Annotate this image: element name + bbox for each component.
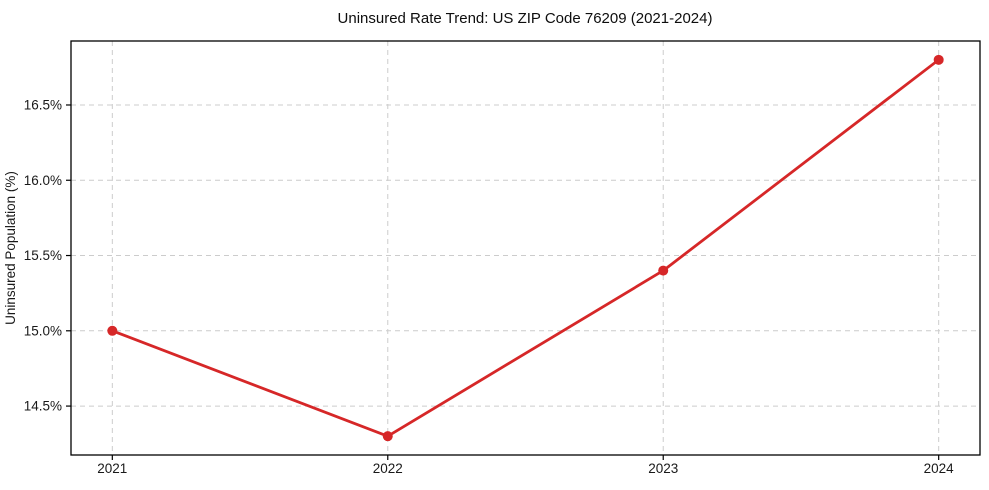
x-tick-label: 2022 (373, 461, 403, 476)
grid-layer (71, 41, 980, 455)
x-tick-label: 2021 (97, 461, 127, 476)
data-point-2022 (382, 431, 393, 442)
data-point-2021 (107, 325, 118, 336)
y-tick-label: 16.0% (24, 173, 62, 188)
trend-line (110, 58, 941, 438)
y-tick-label: 15.0% (24, 323, 62, 338)
y-axis-label: Uninsured Population (%) (3, 171, 18, 325)
y-tick-label: 16.5% (24, 97, 62, 112)
y-tick-label: 15.5% (24, 248, 62, 263)
series-layer (107, 54, 944, 442)
data-point-2023 (658, 265, 669, 276)
y-tick-label: 14.5% (24, 399, 62, 414)
data-point-2024 (933, 54, 944, 65)
axes-layer: 2021 2022 2023 2024 14.5% 15.0% 15.5% 16.0% 16.5… (24, 40, 981, 476)
chart-title: Uninsured Rate Trend: US ZIP Code 76209 … (338, 10, 713, 27)
plot-border (70, 40, 981, 456)
x-tick-label: 2024 (924, 461, 955, 476)
x-tick-label: 2023 (648, 461, 678, 476)
